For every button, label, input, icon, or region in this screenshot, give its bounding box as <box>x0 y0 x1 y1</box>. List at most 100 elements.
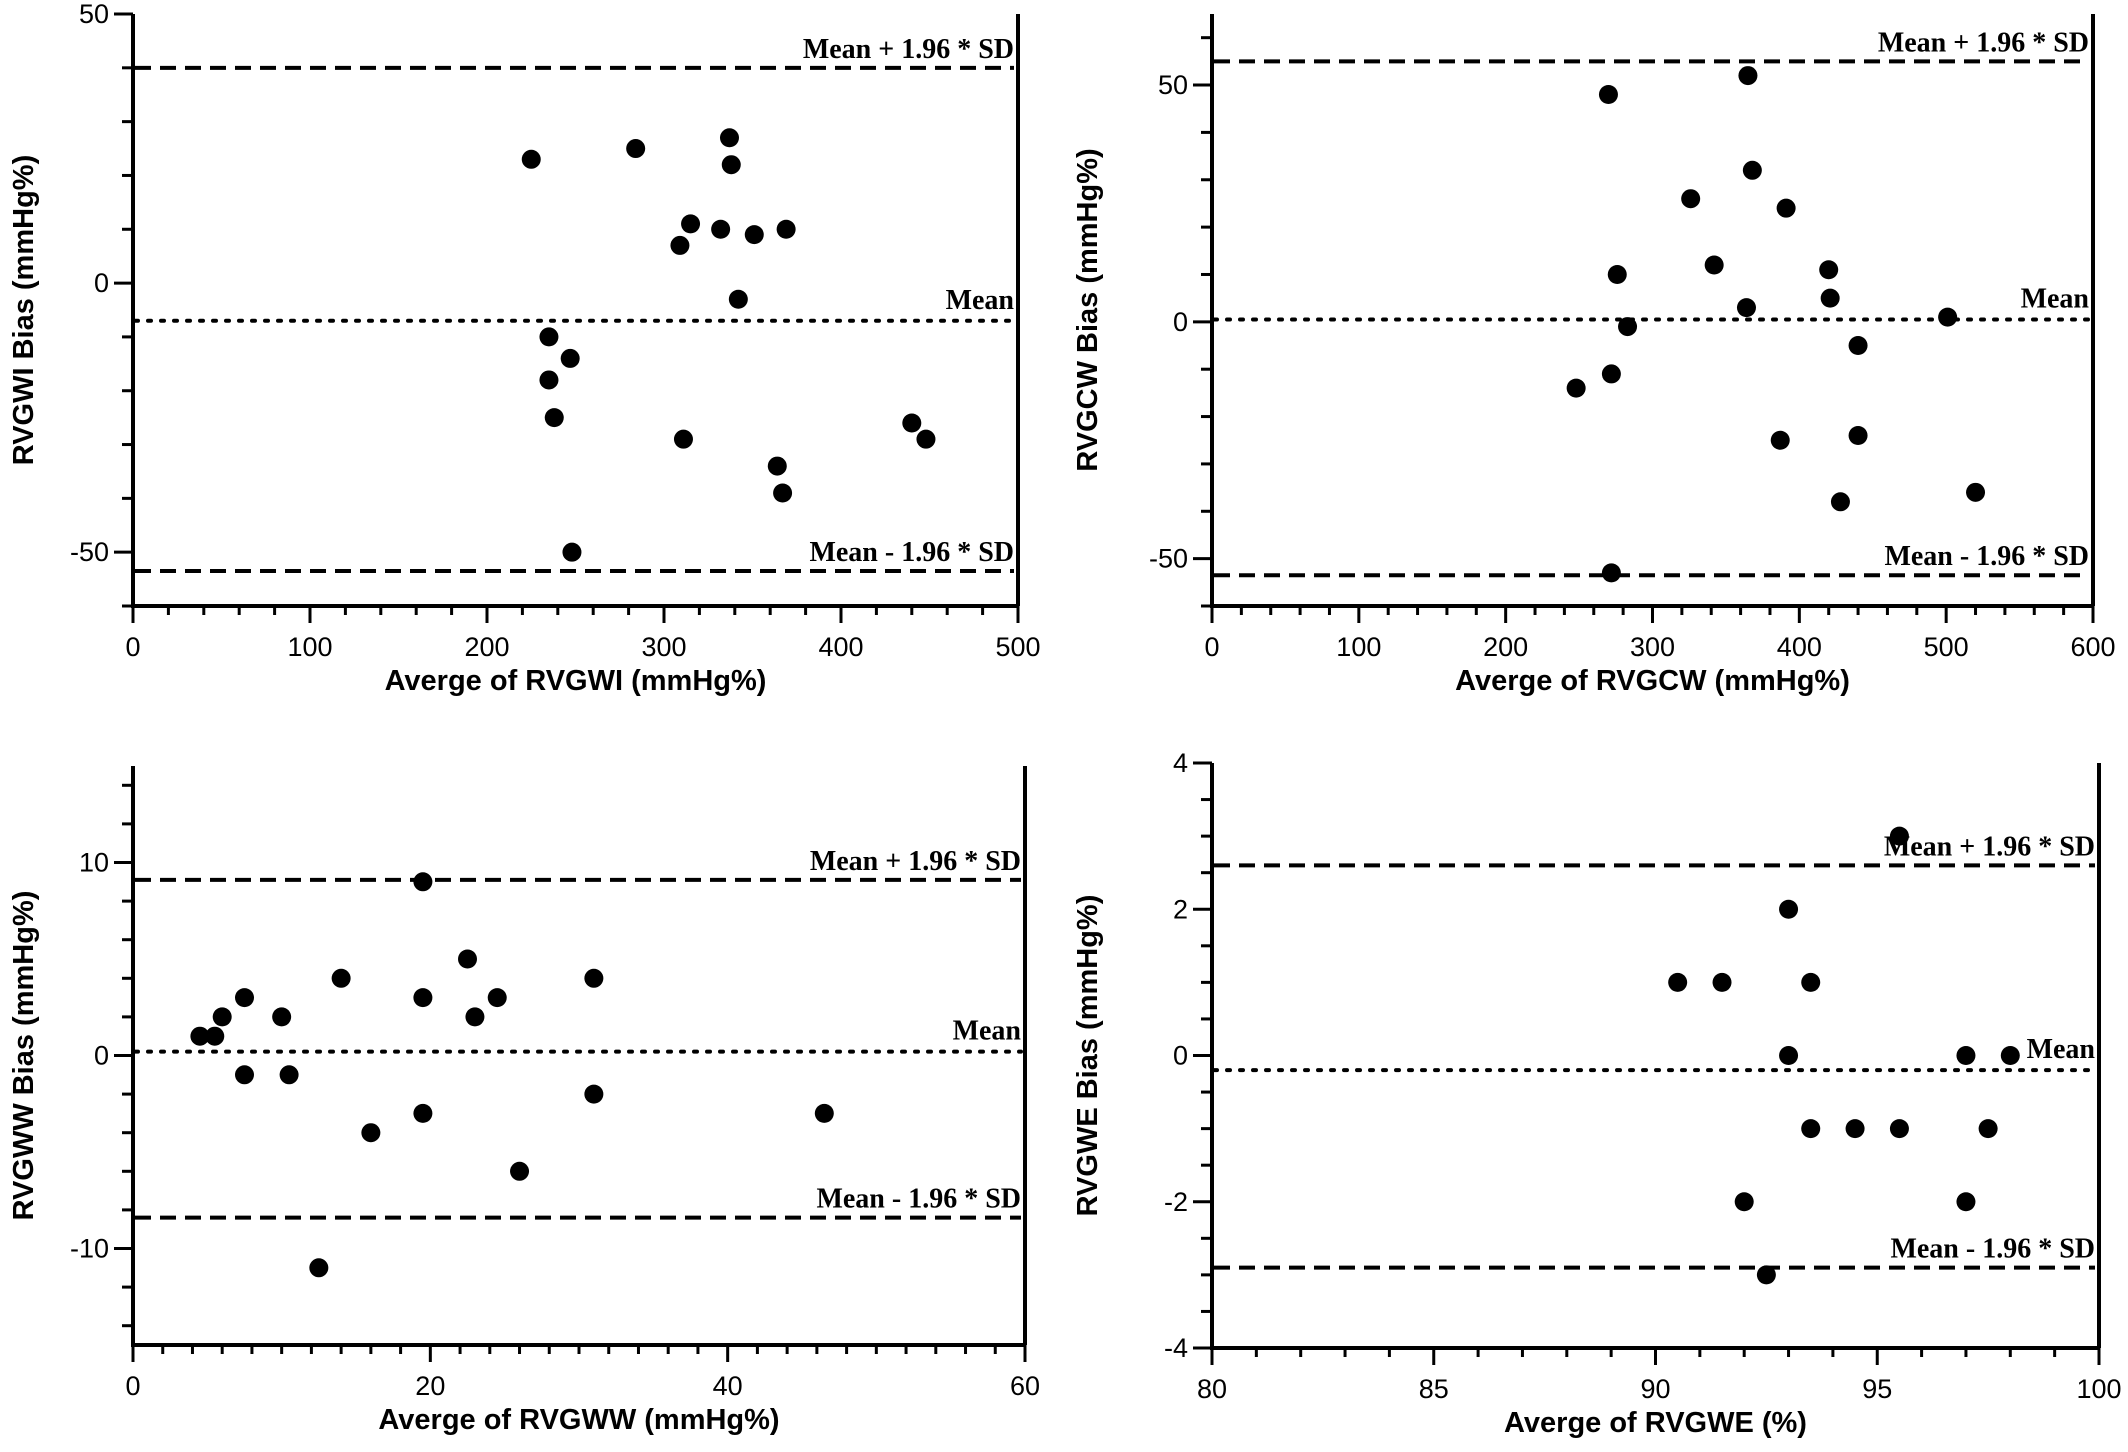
rvgcw-data-point <box>1938 307 1958 327</box>
chart-rvgcw: 0 100 200 300 400 500 600 -50 0 50 Mean + 1.96 * S… <box>1064 0 2128 726</box>
rvgwe-data-point <box>1779 899 1799 919</box>
rvgwe-data-point <box>1956 1046 1976 1065</box>
rvgcw-data-point <box>1848 336 1868 356</box>
rvgww-x-tick-label: 0 <box>125 1371 140 1401</box>
chart-rvgww-svg: 0 20 40 60 -10 0 10 Mean + 1.96 * SD Mean Mean - … <box>8 766 1040 1436</box>
rvgwe-y-tick-label: 2 <box>1173 894 1188 924</box>
rvgwi-x-tick-label: 500 <box>995 632 1040 662</box>
rvgcw-data-point <box>1736 298 1756 318</box>
rvgcw-x-tick-label: 300 <box>1630 632 1675 662</box>
rvgwi-mean-label: Mean <box>946 285 1015 316</box>
rvgwe-data-point <box>1801 972 1821 992</box>
rvgww-data-point <box>309 1258 329 1278</box>
rvgcw-y-axis-label: RVGCW Bias (mmHg%) <box>1072 148 1104 471</box>
rvgwe-data-point <box>1779 1046 1799 1065</box>
rvgwi-y-tick-label: -50 <box>70 537 109 567</box>
rvgww-data-point <box>413 988 433 1008</box>
rvgww-y-tick-label: 10 <box>79 848 109 878</box>
rvgcw-data-point <box>1742 160 1762 180</box>
rvgww-mean-label: Mean <box>953 1016 1022 1047</box>
rvgwi-data-point <box>767 456 787 476</box>
rvgww-data-point <box>584 1084 604 1104</box>
rvgcw-x-tick-label: 100 <box>1336 632 1381 662</box>
rvgwe-x-tick-label: 80 <box>1197 1374 1227 1404</box>
rvgwe-y-tick-label: -4 <box>1164 1333 1188 1363</box>
rvgww-data-point <box>413 872 433 892</box>
rvgwi-data-point <box>673 429 693 449</box>
rvgww-x-tick-label: 60 <box>1010 1371 1040 1401</box>
rvgcw-data-point <box>1738 66 1758 86</box>
rvgwi-lower-limit-label: Mean - 1.96 * SD <box>809 537 1014 568</box>
rvgww-data-point <box>279 1065 299 1085</box>
rvgcw-x-tick-label: 500 <box>1924 632 1969 662</box>
rvgwe-y-tick-label: 0 <box>1173 1041 1188 1071</box>
rvgcw-data-point <box>1601 563 1621 583</box>
rvgwe-x-tick-label: 85 <box>1419 1374 1449 1404</box>
rvgww-upper-limit-label: Mean + 1.96 * SD <box>810 846 1021 877</box>
rvgcw-data-point <box>1966 482 1986 502</box>
rvgwi-x-tick-label: 400 <box>818 632 863 662</box>
rvgwi-data-point <box>539 370 559 390</box>
rvgcw-data-point <box>1681 189 1701 209</box>
rvgwi-data-point <box>728 289 748 309</box>
rvgwi-data-point <box>719 128 739 148</box>
rvgww-data-point <box>212 1007 232 1027</box>
rvgwi-data-point <box>544 408 564 428</box>
rvgcw-y-tick-label: 50 <box>1158 70 1188 100</box>
rvgwe-data-point <box>1889 826 1909 846</box>
rvgwi-y-tick-label: 50 <box>79 0 109 29</box>
rvgwi-data-point <box>681 214 701 234</box>
rvgwi-data-point <box>562 542 582 562</box>
rvgwe-data-point <box>1889 1119 1909 1139</box>
rvgww-data-point <box>465 1007 485 1027</box>
rvgwi-x-tick-label: 0 <box>125 632 140 662</box>
rvgcw-data-point <box>1598 85 1618 105</box>
rvgcw-lower-limit-label: Mean - 1.96 * SD <box>1884 541 2089 572</box>
rvgwe-x-axis-label: Averge of RVGWE (%) <box>1504 1407 1807 1439</box>
rvgww-data-point <box>510 1161 530 1181</box>
rvgwe-x-tick-label: 90 <box>1640 1374 1670 1404</box>
rvgcw-x-axis-label: Averge of RVGCW (mmHg%) <box>1455 665 1850 697</box>
rvgwi-data-point <box>773 483 793 503</box>
rvgww-data-point <box>205 1026 225 1046</box>
rvgww-x-tick-label: 20 <box>415 1371 445 1401</box>
rvgcw-x-tick-label: 600 <box>2070 632 2115 662</box>
rvgcw-x-tick-label: 0 <box>1204 632 1219 662</box>
rvgww-data-point <box>331 968 351 988</box>
rvgwi-x-tick-label: 300 <box>641 632 686 662</box>
rvgwe-x-tick-label: 100 <box>2076 1374 2121 1404</box>
rvgcw-data-point <box>1820 288 1840 308</box>
rvgwi-data-point <box>670 235 690 255</box>
rvgcw-data-point <box>1601 364 1621 384</box>
rvgwi-data-point <box>711 219 731 239</box>
rvgwe-data-point <box>1956 1192 1976 1212</box>
rvgcw-data-point <box>1618 317 1638 337</box>
rvgwi-y-axis-label: RVGWI Bias (mmHg%) <box>8 155 40 465</box>
chart-rvgwi-svg: 0 100 200 300 400 500 -50 0 50 Mean + 1.96 * SD Me… <box>8 0 1041 697</box>
rvgcw-x-tick-label: 400 <box>1777 632 1822 662</box>
chart-rvgwe: 80 85 90 95 100 -4 -2 0 2 4 Mean + 1.96 * SD Mean Me… <box>1064 726 2128 1452</box>
rvgcw-data-point <box>1607 264 1627 284</box>
rvgwe-data-point <box>2000 1046 2020 1065</box>
chart-rvgww: 0 20 40 60 -10 0 10 Mean + 1.96 * SD Mean Mean - … <box>0 726 1064 1452</box>
rvgcw-data-point <box>1776 198 1796 218</box>
rvgwi-data-point <box>560 348 580 368</box>
rvgww-data-point <box>487 988 507 1008</box>
rvgcw-x-tick-label: 200 <box>1483 632 1528 662</box>
rvgww-data-point <box>361 1123 381 1143</box>
rvgww-data-point <box>272 1007 292 1027</box>
rvgwe-data-point <box>1801 1119 1821 1139</box>
rvgcw-data-point <box>1848 426 1868 446</box>
rvgwe-x-tick-label: 95 <box>1862 1374 1892 1404</box>
rvgwi-data-point <box>902 413 922 433</box>
rvgwe-data-point <box>1712 972 1732 992</box>
rvgww-data-point <box>235 1065 254 1085</box>
rvgww-y-axis-label: RVGWW Bias (mmHg%) <box>8 891 40 1221</box>
rvgww-x-tick-label: 40 <box>713 1371 743 1401</box>
rvgwi-data-point <box>776 219 796 239</box>
rvgwi-data-point <box>721 155 741 175</box>
rvgcw-data-point <box>1819 260 1839 280</box>
rvgcw-data-point <box>1566 378 1586 398</box>
rvgww-data-point <box>413 1103 433 1123</box>
